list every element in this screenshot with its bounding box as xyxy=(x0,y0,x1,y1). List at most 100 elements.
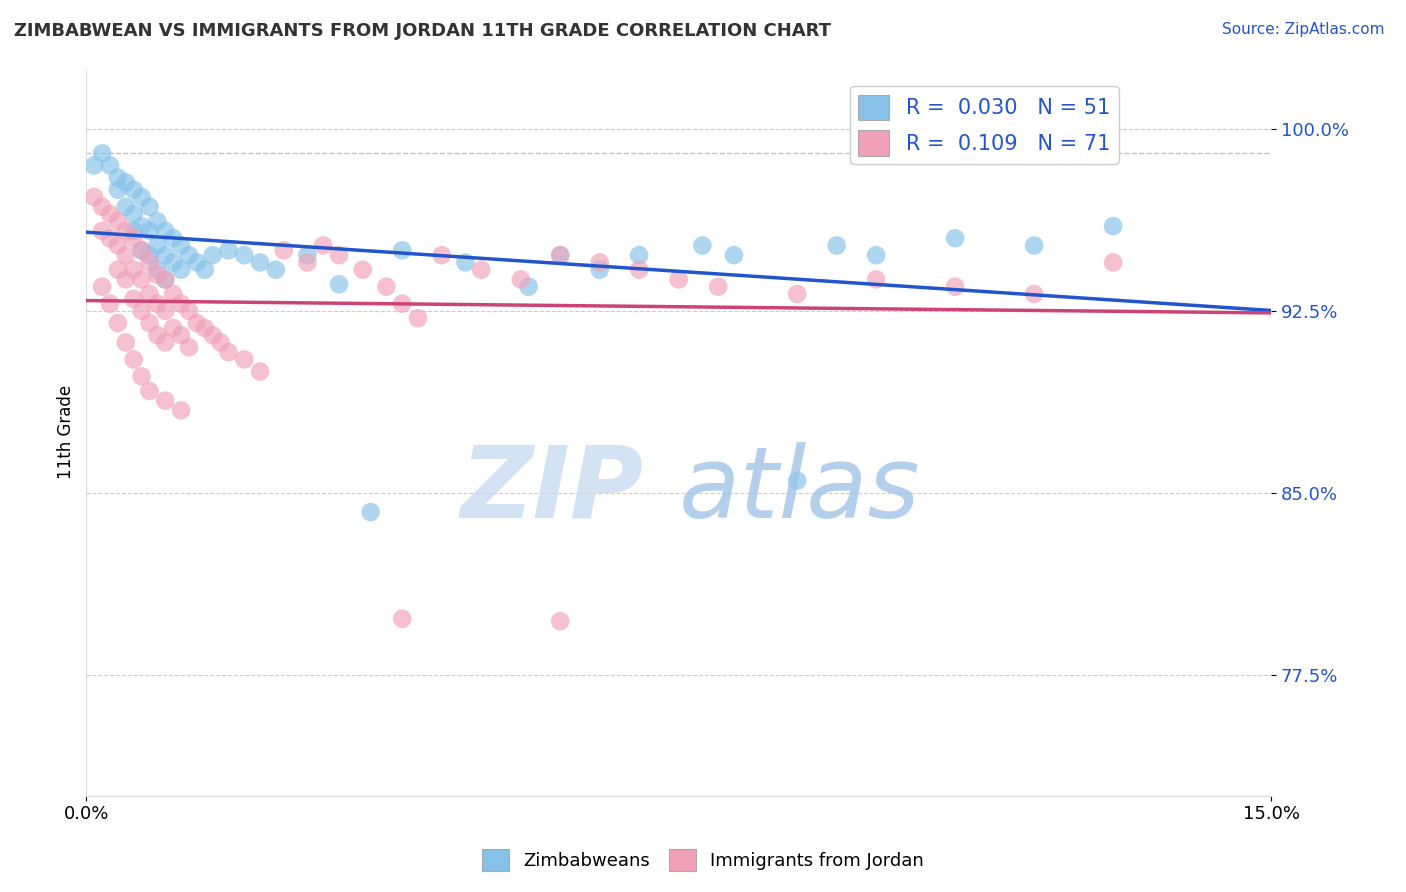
Point xyxy=(217,345,239,359)
Point xyxy=(162,321,184,335)
Point xyxy=(186,255,208,269)
Point xyxy=(170,296,193,310)
Point xyxy=(131,304,153,318)
Point xyxy=(360,505,382,519)
Point xyxy=(1102,219,1125,233)
Point xyxy=(233,248,256,262)
Point xyxy=(83,159,105,173)
Point xyxy=(177,304,200,318)
Point xyxy=(391,244,413,258)
Point xyxy=(548,248,571,262)
Point xyxy=(138,384,160,398)
Point xyxy=(170,403,193,417)
Point xyxy=(786,474,808,488)
Point xyxy=(146,262,169,277)
Point xyxy=(194,321,217,335)
Point xyxy=(155,393,177,408)
Point xyxy=(131,369,153,384)
Point xyxy=(138,200,160,214)
Point xyxy=(692,238,714,252)
Point xyxy=(470,262,492,277)
Point xyxy=(628,248,651,262)
Point xyxy=(155,224,177,238)
Point xyxy=(162,231,184,245)
Point xyxy=(430,248,453,262)
Point xyxy=(233,352,256,367)
Point xyxy=(194,262,217,277)
Point xyxy=(155,272,177,286)
Point xyxy=(177,340,200,354)
Point xyxy=(155,272,177,286)
Point xyxy=(264,262,287,277)
Point xyxy=(107,316,129,330)
Text: Source: ZipAtlas.com: Source: ZipAtlas.com xyxy=(1222,22,1385,37)
Point xyxy=(548,614,571,628)
Point xyxy=(122,231,145,245)
Point xyxy=(177,248,200,262)
Point xyxy=(122,262,145,277)
Point xyxy=(352,262,374,277)
Point xyxy=(454,255,477,269)
Point xyxy=(328,248,350,262)
Point xyxy=(509,272,531,286)
Point xyxy=(138,316,160,330)
Point xyxy=(1102,255,1125,269)
Point xyxy=(170,238,193,252)
Point xyxy=(146,296,169,310)
Point xyxy=(943,231,966,245)
Point xyxy=(131,272,153,286)
Point xyxy=(114,176,136,190)
Point xyxy=(83,190,105,204)
Point xyxy=(146,328,169,343)
Text: ZIMBABWEAN VS IMMIGRANTS FROM JORDAN 11TH GRADE CORRELATION CHART: ZIMBABWEAN VS IMMIGRANTS FROM JORDAN 11T… xyxy=(14,22,831,40)
Point xyxy=(107,170,129,185)
Point xyxy=(186,316,208,330)
Point xyxy=(548,248,571,262)
Point xyxy=(138,255,160,269)
Point xyxy=(91,224,114,238)
Point xyxy=(297,248,319,262)
Point xyxy=(155,248,177,262)
Y-axis label: 11th Grade: 11th Grade xyxy=(58,385,75,479)
Point xyxy=(114,224,136,238)
Text: ZIP: ZIP xyxy=(460,442,643,539)
Point xyxy=(98,231,121,245)
Point xyxy=(1024,287,1046,301)
Point xyxy=(825,238,848,252)
Point xyxy=(162,255,184,269)
Point xyxy=(122,207,145,221)
Point xyxy=(628,262,651,277)
Point xyxy=(375,279,398,293)
Point xyxy=(91,200,114,214)
Point xyxy=(114,335,136,350)
Point xyxy=(146,268,169,282)
Point xyxy=(98,296,121,310)
Point xyxy=(114,272,136,286)
Point xyxy=(209,335,232,350)
Point xyxy=(273,244,295,258)
Point xyxy=(114,200,136,214)
Point xyxy=(146,214,169,228)
Point xyxy=(297,255,319,269)
Point xyxy=(589,262,612,277)
Point xyxy=(201,328,224,343)
Point xyxy=(328,277,350,292)
Point xyxy=(114,248,136,262)
Point xyxy=(131,190,153,204)
Point xyxy=(312,238,335,252)
Point xyxy=(107,214,129,228)
Point xyxy=(391,612,413,626)
Point xyxy=(170,328,193,343)
Point xyxy=(107,262,129,277)
Point xyxy=(131,219,153,233)
Point xyxy=(668,272,690,286)
Point xyxy=(217,244,239,258)
Point xyxy=(122,224,145,238)
Point xyxy=(107,238,129,252)
Point xyxy=(723,248,745,262)
Point xyxy=(1024,238,1046,252)
Point xyxy=(155,304,177,318)
Legend: Zimbabweans, Immigrants from Jordan: Zimbabweans, Immigrants from Jordan xyxy=(475,842,931,879)
Point xyxy=(249,255,271,269)
Point xyxy=(865,272,887,286)
